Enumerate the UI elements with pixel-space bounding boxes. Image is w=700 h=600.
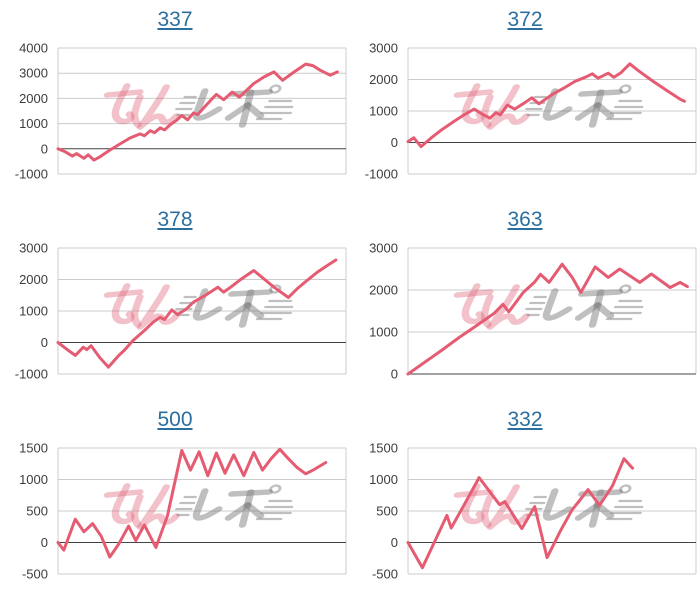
y-axis-tick-label: 4000	[19, 41, 48, 56]
slump-line	[56, 258, 338, 369]
y-axis-tick-label: 0	[41, 141, 48, 156]
y-axis-tick-label: 3000	[369, 41, 398, 56]
y-axis-tick-label: 3000	[19, 66, 48, 81]
y-axis-tick-label: 1000	[369, 472, 398, 487]
y-axis-tick-label: 0	[391, 367, 398, 382]
y-axis-tick-label: 2000	[19, 91, 48, 106]
minrepo-watermark	[103, 283, 294, 330]
y-axis-tick-label: 1000	[369, 104, 398, 119]
y-axis-tick-label: 1500	[19, 441, 48, 456]
slump-line-chart: 1500 1000 500 0 -500	[369, 441, 697, 582]
y-axis-tick-label: -500	[372, 567, 398, 582]
slump-line	[406, 262, 689, 376]
y-axis-tick-label: -1000	[15, 167, 48, 182]
chart-title: 363	[350, 200, 700, 240]
y-axis-tick-label: 3000	[19, 241, 48, 256]
slump-chart-cell-5: 500 1500 1000 500 0 -500	[0, 400, 350, 600]
y-axis-tick-label: 0	[391, 135, 398, 150]
machine-number-link[interactable]: 363	[507, 208, 543, 231]
y-axis-tick-label: 1500	[369, 441, 398, 456]
slump-line	[406, 457, 635, 570]
y-axis-tick-label: 0	[41, 535, 48, 550]
y-axis-tick-label: 1000	[19, 472, 48, 487]
slump-chart-cell-4: 363 3000 2000 1000 0	[350, 200, 700, 400]
machine-number-link[interactable]: 372	[507, 8, 543, 31]
chart-title: 332	[350, 400, 700, 440]
machine-number-link[interactable]: 500	[157, 408, 193, 431]
slump-line	[56, 62, 339, 162]
y-axis-tick-label: 1000	[19, 116, 48, 131]
y-axis-tick-label: 2000	[369, 72, 398, 87]
slump-line-chart: 3000 2000 1000 0 -1000	[365, 41, 697, 182]
y-axis-tick-label: 500	[26, 504, 48, 519]
slump-chart-cell-1: 337 4000 3000 2000 1000 0 -1000	[0, 0, 350, 200]
y-axis-tick-label: 1000	[369, 325, 398, 340]
y-axis-tick-label: 0	[41, 335, 48, 350]
chart-title: 372	[350, 0, 700, 40]
y-axis-tick-label: 500	[376, 504, 398, 519]
slump-chart-cell-3: 378 3000 2000 1000 0 -1000	[0, 200, 350, 400]
slump-line	[56, 447, 328, 559]
y-axis-tick-label: 1000	[19, 304, 48, 319]
y-axis-tick-label: -500	[22, 567, 48, 582]
slump-chart-cell-6: 332 1500 1000 500 0 -500	[350, 400, 700, 600]
y-axis-tick-label: -1000	[365, 167, 398, 182]
y-axis-tick-label: 2000	[19, 272, 48, 287]
slump-line	[406, 62, 686, 149]
chart-title: 500	[0, 400, 350, 440]
slump-line-chart: 4000 3000 2000 1000 0 -1000	[15, 41, 347, 182]
slump-line-chart: 3000 2000 1000 0 -1000	[15, 241, 347, 382]
chart-title: 337	[0, 0, 350, 40]
slump-line-chart: 3000 2000 1000 0	[369, 241, 697, 382]
slump-chart-cell-2: 372 3000 2000 1000 0 -1000	[350, 0, 700, 200]
minrepo-watermark	[453, 483, 644, 530]
y-axis-tick-label: 2000	[369, 283, 398, 298]
machine-number-link[interactable]: 337	[157, 8, 193, 31]
machine-number-link[interactable]: 378	[157, 208, 193, 231]
minrepo-watermark	[103, 483, 294, 530]
chart-title: 378	[0, 200, 350, 240]
minrepo-watermark	[453, 83, 644, 130]
y-axis-tick-label: 0	[391, 535, 398, 550]
minrepo-watermark	[453, 283, 644, 330]
machine-number-link[interactable]: 332	[507, 408, 543, 431]
slump-line-chart: 1500 1000 500 0 -500	[19, 441, 347, 582]
y-axis-tick-label: 3000	[369, 241, 398, 256]
y-axis-tick-label: -1000	[15, 367, 48, 382]
minrepo-watermark	[103, 83, 294, 130]
